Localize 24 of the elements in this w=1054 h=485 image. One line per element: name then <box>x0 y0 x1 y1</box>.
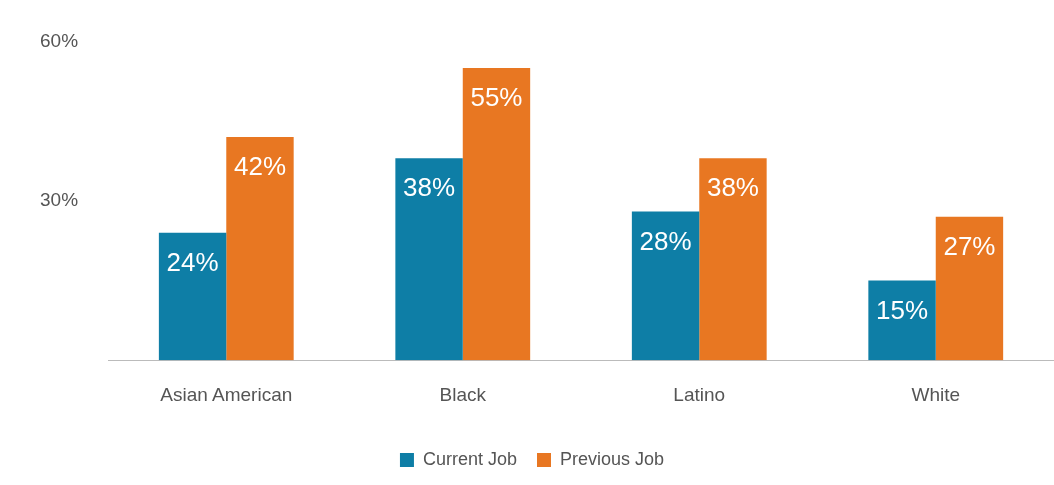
bar <box>868 280 936 361</box>
x-tick-label: White <box>911 383 961 405</box>
bar <box>631 211 700 361</box>
data-label: 55% <box>470 82 523 113</box>
x-tick-label: Asian American <box>160 383 293 405</box>
data-label: 27% <box>943 230 996 261</box>
data-label: 38% <box>403 172 456 203</box>
bar <box>935 216 1004 361</box>
bar <box>462 67 531 361</box>
bar <box>699 158 767 361</box>
y-tick-label: 30% <box>40 189 79 211</box>
y-tick-label: 60% <box>40 29 79 51</box>
bar <box>158 232 227 361</box>
bar <box>395 158 463 361</box>
data-label: 28% <box>639 225 692 256</box>
x-tick-label: Black <box>439 383 487 405</box>
data-label: 38% <box>706 172 759 203</box>
legend-label: Current Job <box>422 448 517 469</box>
legend-label: Previous Job <box>559 448 665 469</box>
x-tick-label: Latino <box>673 383 726 405</box>
bar <box>226 137 294 361</box>
data-label: 42% <box>233 151 286 182</box>
data-label: 15% <box>876 294 929 325</box>
data-label: 24% <box>166 246 219 277</box>
